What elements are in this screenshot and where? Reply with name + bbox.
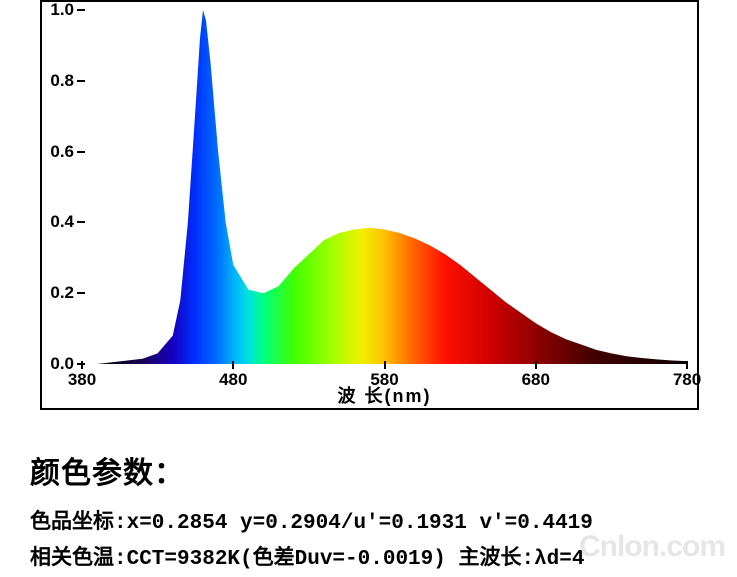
spectrum-curve	[82, 10, 687, 364]
params-heading: 颜色参数：	[30, 448, 737, 492]
x-tick	[686, 361, 688, 369]
x-tick-label: 380	[68, 370, 96, 390]
y-tick	[77, 9, 85, 11]
y-tick-label: 0.8	[40, 71, 74, 91]
y-tick-label: 0.6	[40, 142, 74, 162]
y-tick	[77, 80, 85, 82]
y-tick	[77, 151, 85, 153]
x-tick-label: 680	[522, 370, 550, 390]
y-tick	[77, 292, 85, 294]
x-tick	[384, 361, 386, 369]
cct-line: 相关色温:CCT=9382K(色差Duv=-0.0019) 主波长:λd=4	[30, 542, 737, 577]
y-tick	[77, 221, 85, 223]
x-tick	[81, 361, 83, 369]
chromaticity-line: 色品坐标:x=0.2854 y=0.2904/u'=0.1931 v'=0.44…	[30, 506, 737, 542]
y-tick-label: 1.0	[40, 0, 74, 20]
spectrum-chart: 0.00.20.40.60.81.0 380480580680780 波 长(n…	[40, 0, 699, 410]
x-tick	[232, 361, 234, 369]
x-axis-title: 波 长(nm)	[338, 382, 432, 408]
plot-area: 0.00.20.40.60.81.0 380480580680780 波 长(n…	[82, 10, 687, 364]
x-tick	[535, 361, 537, 369]
y-tick-label: 0.4	[40, 212, 74, 232]
x-tick-label: 780	[673, 370, 701, 390]
x-tick-label: 480	[219, 370, 247, 390]
color-parameters: 颜色参数： 色品坐标:x=0.2854 y=0.2904/u'=0.1931 v…	[30, 448, 737, 577]
y-tick-label: 0.2	[40, 283, 74, 303]
